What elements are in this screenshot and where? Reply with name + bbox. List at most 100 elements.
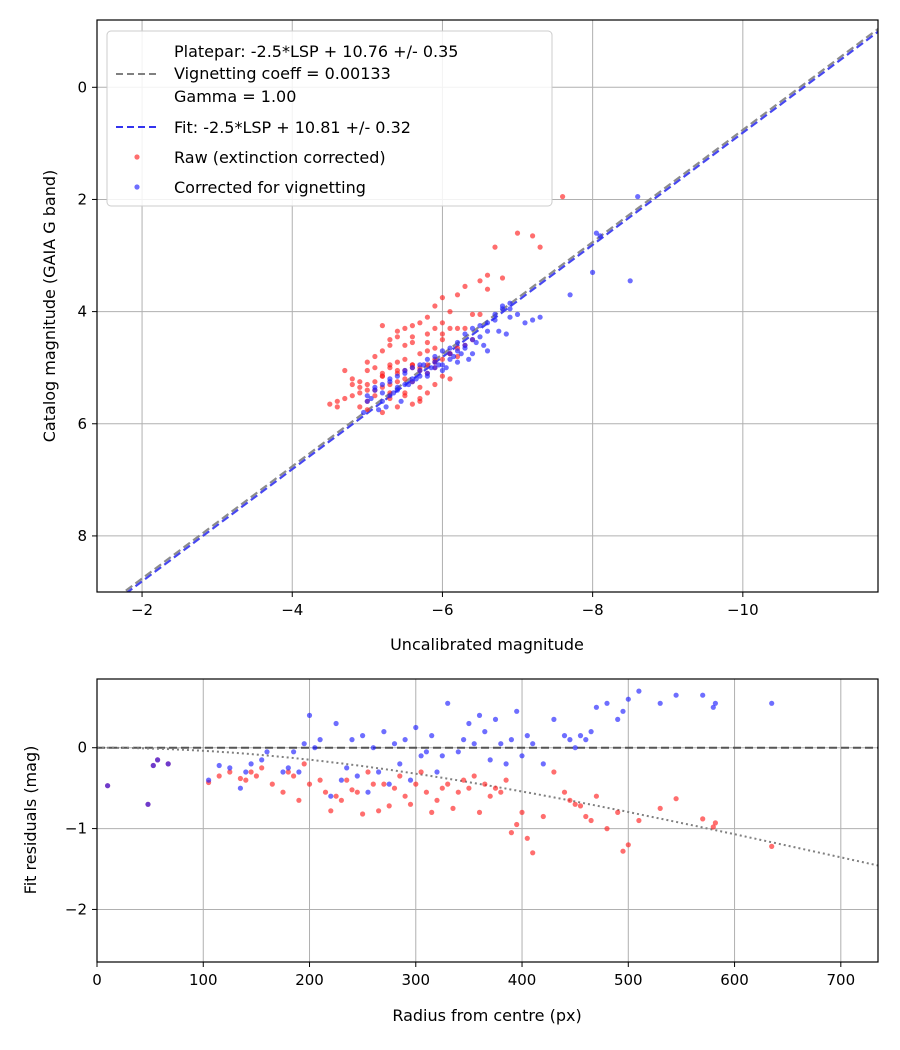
raw-point <box>530 233 536 239</box>
legend-box <box>106 30 553 207</box>
corrected-point <box>424 373 430 379</box>
y-tick-label: 0 <box>77 739 87 757</box>
corrected-point <box>398 398 404 404</box>
corrected-point <box>439 753 445 759</box>
raw-point <box>445 781 451 787</box>
raw-point <box>561 789 568 795</box>
legend-platepar-label: Platepar: -2.5*LSP + 10.76 +/- 0.35 <box>174 42 458 61</box>
legend: Platepar: -2.5*LSP + 10.76 +/- 0.35 Vign… <box>106 30 553 207</box>
vignetting-curve <box>97 746 878 867</box>
raw-point <box>439 320 445 326</box>
raw-point <box>394 359 400 365</box>
y-tick-label: 4 <box>77 303 87 321</box>
raw-point <box>417 320 423 326</box>
raw-point <box>381 781 387 787</box>
corrected-point <box>443 365 449 371</box>
raw-point <box>248 769 254 775</box>
corrected-point <box>530 741 536 747</box>
y-tick-label: 2 <box>77 190 87 208</box>
corrected-point <box>413 724 419 731</box>
legend-vignetting-label: Vignetting coeff = 0.00133 <box>174 64 391 83</box>
corrected-point <box>409 379 415 385</box>
corrected-point <box>417 373 423 379</box>
raw-point <box>409 323 415 329</box>
raw-point <box>424 390 430 396</box>
raw-point <box>409 334 415 340</box>
x-tick-label: 300 <box>401 971 430 989</box>
corrected-point <box>492 317 498 323</box>
corrected-point <box>364 393 370 399</box>
corrected-point <box>317 737 323 743</box>
raw-point <box>417 351 423 357</box>
corrected-point <box>522 320 528 326</box>
corrected-point <box>458 351 464 357</box>
raw-point <box>424 339 430 346</box>
raw-point <box>372 353 378 360</box>
y-tick-label: 0 <box>77 78 87 96</box>
bottom-x-axis-title: Radius from centre (px) <box>392 1006 581 1025</box>
corrected-point <box>206 777 212 783</box>
raw-point <box>328 808 334 814</box>
raw-point <box>364 387 370 393</box>
raw-point <box>508 830 514 836</box>
corrected-point <box>627 278 633 284</box>
corrected-point <box>439 367 445 374</box>
raw-point <box>498 789 504 795</box>
corrected-point <box>507 306 513 312</box>
top-axes-frame <box>96 19 879 593</box>
raw-point <box>349 393 355 399</box>
legend-gamma-label: Gamma = 1.00 <box>174 87 296 106</box>
corrected-point <box>413 376 419 382</box>
raw-point <box>237 775 243 782</box>
x-tick-label: −4 <box>281 601 303 619</box>
corrected-point <box>481 342 487 348</box>
x-tick-label: 600 <box>720 971 749 989</box>
raw-point <box>583 813 589 820</box>
corrected-point <box>593 704 600 710</box>
bottom-panel: 0 100 200 300 400 500 600 700 0 −1 −2 Radius from … <box>21 678 879 1025</box>
corrected-point <box>625 696 631 702</box>
raw-point <box>432 325 438 331</box>
corrected-point <box>462 345 468 351</box>
corrected-point <box>333 720 339 727</box>
raw-point <box>365 769 371 775</box>
corrected-point <box>439 348 445 354</box>
y-tick-label: 6 <box>77 415 87 433</box>
raw-point <box>243 777 249 783</box>
corrected-point <box>432 365 438 371</box>
corrected-point <box>514 708 520 714</box>
raw-point <box>625 842 631 848</box>
corrected-point <box>524 733 530 739</box>
raw-point <box>454 292 461 298</box>
raw-point <box>397 773 403 779</box>
corrected-point <box>379 390 385 396</box>
corrected-point <box>424 356 430 362</box>
corrected-point <box>360 733 366 739</box>
corrected-point <box>280 769 286 775</box>
corrected-point <box>409 365 415 371</box>
raw-point <box>482 781 488 787</box>
corrected-point <box>248 761 254 767</box>
raw-point <box>342 367 348 374</box>
corrected-point <box>418 753 424 759</box>
raw-point <box>673 796 679 802</box>
raw-point <box>432 381 438 388</box>
corrected-point <box>338 777 344 783</box>
raw-point <box>560 194 566 200</box>
top-points <box>327 194 641 416</box>
corrected-point <box>387 393 393 399</box>
raw-point <box>588 817 594 824</box>
corrected-point <box>394 387 400 393</box>
corrected-point <box>499 306 506 312</box>
raw-point <box>317 777 323 783</box>
raw-point <box>439 356 445 362</box>
raw-point <box>455 789 461 795</box>
x-tick-label: 200 <box>295 971 324 989</box>
raw-point <box>407 801 414 807</box>
raw-point <box>636 817 642 824</box>
raw-point <box>409 339 415 346</box>
y-tick-label: −1 <box>65 820 87 838</box>
raw-point <box>402 376 408 382</box>
corrected-point <box>519 753 525 759</box>
x-tick-label: −10 <box>727 601 759 619</box>
